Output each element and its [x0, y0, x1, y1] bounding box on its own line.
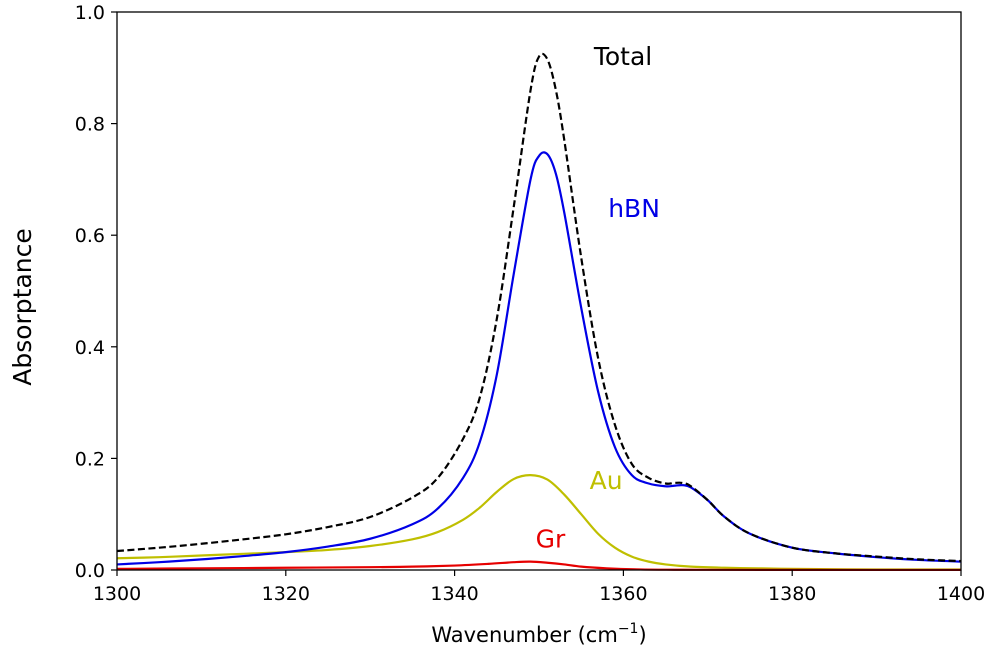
annotation-total: Total: [593, 42, 652, 71]
x-tick-label: 1400: [937, 583, 985, 605]
x-tick-label: 1320: [262, 583, 310, 605]
annotation-hbn: hBN: [608, 194, 660, 223]
x-axis-title-main: Wavenumber (cm: [431, 623, 617, 647]
axis-ticks: 1300 1320 1340 1360 1380 1400 0.0 0.2 0.4 0.6 0.8 1…: [75, 2, 985, 605]
annotation-gr: Gr: [536, 525, 566, 554]
y-tick-label: 0.4: [75, 337, 105, 359]
annotation-au: Au: [590, 466, 623, 495]
x-axis-title: Wavenumber (cm−1): [431, 621, 646, 647]
x-tick-label: 1360: [599, 583, 647, 605]
plot-frame: [116, 11, 962, 571]
y-tick-label: 1.0: [75, 2, 105, 24]
y-tick-label: 0.8: [75, 114, 105, 136]
series-line-au: [116, 474, 962, 571]
x-tick-label: 1300: [93, 583, 141, 605]
x-tick-label: 1380: [768, 583, 816, 605]
y-tick-label: 0.0: [75, 560, 105, 582]
series-line-total: [116, 52, 962, 563]
series-lines: [116, 52, 962, 572]
y-axis-title: Absorptance: [8, 228, 37, 386]
y-tick-label: 0.6: [75, 225, 105, 247]
x-axis-title-superscript: −1: [618, 621, 639, 637]
x-tick-label: 1340: [430, 583, 478, 605]
x-axis-title-end: ): [638, 623, 646, 647]
y-tick-label: 0.2: [75, 448, 105, 470]
series-annotations: Total hBN Au Gr: [536, 42, 660, 554]
